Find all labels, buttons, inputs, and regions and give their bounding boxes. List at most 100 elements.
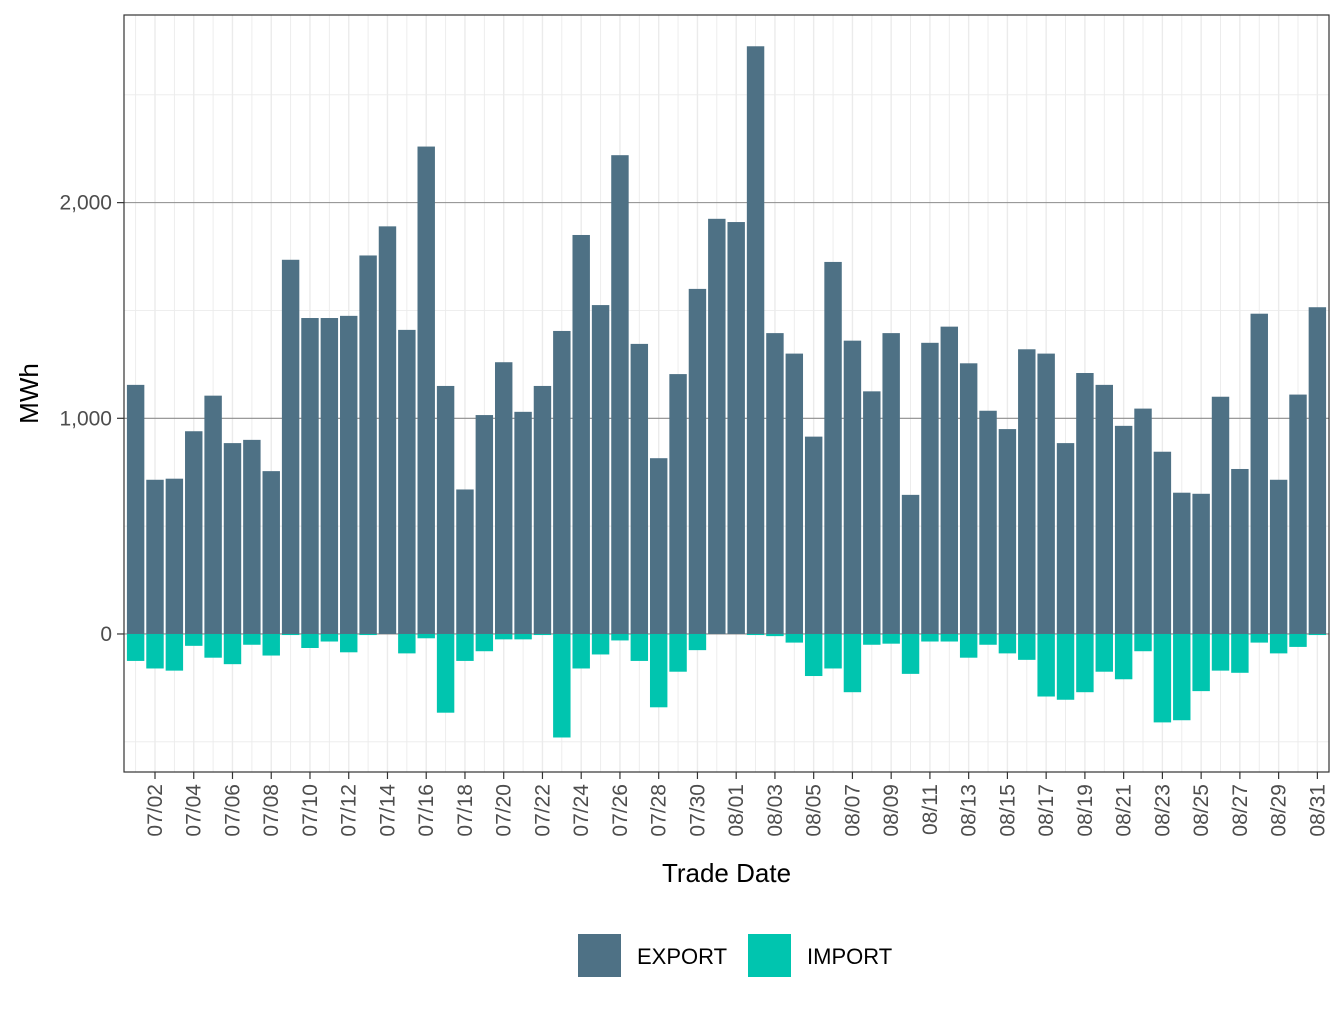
bar-export-08-17 bbox=[1037, 353, 1055, 634]
bar-import-07-01 bbox=[126, 633, 145, 661]
bar-export-08-05 bbox=[804, 436, 823, 634]
x-tick-label: 07/22 bbox=[531, 784, 554, 837]
bar-import-08-22 bbox=[1134, 633, 1152, 652]
bar-import-07-24 bbox=[572, 633, 590, 669]
x-tick-label: 07/08 bbox=[260, 784, 283, 837]
bar-export-08-27 bbox=[1231, 468, 1249, 634]
bar-import-07-21 bbox=[514, 633, 532, 640]
x-tick-label: 07/20 bbox=[493, 784, 516, 837]
bar-import-08-08 bbox=[863, 633, 881, 645]
bar-import-08-16 bbox=[1018, 633, 1036, 660]
bar-import-07-02 bbox=[146, 633, 164, 669]
bar-export-07-12 bbox=[340, 315, 358, 634]
bar-import-08-20 bbox=[1095, 633, 1113, 672]
x-tick-label: 08/17 bbox=[1035, 784, 1058, 837]
y-axis-title: MWh bbox=[14, 363, 44, 424]
bar-export-07-26 bbox=[611, 155, 629, 634]
bar-import-08-26 bbox=[1211, 633, 1230, 671]
bar-import-07-20 bbox=[494, 633, 513, 640]
bar-export-07-29 bbox=[669, 374, 687, 634]
bar-import-07-05 bbox=[204, 633, 222, 658]
bar-export-07-04 bbox=[185, 431, 203, 634]
bar-export-08-22 bbox=[1134, 408, 1152, 634]
bar-import-08-11 bbox=[921, 633, 939, 642]
x-tick-label: 08/09 bbox=[880, 784, 903, 837]
bar-export-08-04 bbox=[785, 353, 804, 634]
x-tick-label: 08/01 bbox=[725, 784, 748, 837]
bar-export-08-20 bbox=[1095, 384, 1113, 634]
bar-export-08-16 bbox=[1018, 349, 1036, 634]
legend-label-export: EXPORT bbox=[637, 944, 727, 969]
bar-export-07-18 bbox=[456, 489, 474, 634]
bar-import-07-08 bbox=[262, 633, 280, 656]
legend-label-import: IMPORT bbox=[807, 944, 892, 969]
bar-import-07-17 bbox=[436, 633, 455, 713]
x-tick-label: 08/25 bbox=[1190, 784, 1213, 837]
x-tick-label: 07/28 bbox=[648, 784, 671, 837]
x-tick-label: 07/14 bbox=[376, 784, 399, 837]
x-tick-label: 08/29 bbox=[1268, 784, 1291, 837]
x-tick-label: 08/07 bbox=[841, 784, 864, 837]
x-tick-label: 08/21 bbox=[1113, 784, 1136, 837]
bar-export-08-12 bbox=[940, 326, 959, 634]
x-tick-label: 08/23 bbox=[1151, 784, 1174, 837]
bar-export-08-23 bbox=[1153, 451, 1172, 634]
panel-border bbox=[123, 14, 1330, 773]
bar-import-07-04 bbox=[185, 633, 203, 646]
bar-import-08-23 bbox=[1153, 633, 1172, 723]
legend: EXPORT IMPORT bbox=[578, 934, 892, 977]
axes: 0 1,000 2,000 07/02 07/04 07/06 07/08 07/10 07/1… bbox=[59, 192, 1329, 837]
bar-export-08-02 bbox=[746, 46, 765, 634]
x-tick-label: 07/18 bbox=[454, 784, 477, 837]
bar-import-08-21 bbox=[1114, 633, 1133, 680]
bar-export-07-23 bbox=[553, 330, 571, 634]
bar-import-08-31 bbox=[1308, 633, 1327, 636]
bar-import-07-11 bbox=[320, 633, 339, 642]
bar-import-07-23 bbox=[553, 633, 571, 738]
bar-import-08-28 bbox=[1250, 633, 1268, 643]
bar-export-08-08 bbox=[863, 391, 881, 634]
bar-import-08-25 bbox=[1192, 633, 1210, 692]
bar-export-08-24 bbox=[1173, 492, 1191, 634]
bar-import-07-06 bbox=[223, 633, 242, 665]
bar-export-07-19 bbox=[475, 415, 494, 634]
bar-export-07-13 bbox=[359, 255, 377, 634]
bar-export-08-01 bbox=[727, 222, 745, 634]
x-tick-label: 08/15 bbox=[996, 784, 1019, 837]
bar-export-07-15 bbox=[398, 329, 416, 634]
bar-import-07-10 bbox=[301, 633, 319, 648]
bar-import-08-18 bbox=[1056, 633, 1075, 700]
bar-export-07-24 bbox=[572, 234, 590, 634]
bar-export-07-05 bbox=[204, 395, 222, 634]
bar-import-08-13 bbox=[959, 633, 978, 658]
bar-import-07-25 bbox=[591, 633, 610, 655]
bar-export-07-30 bbox=[688, 288, 707, 634]
bar-import-08-06 bbox=[824, 633, 842, 669]
bar-export-08-31 bbox=[1308, 307, 1327, 634]
bar-import-07-30 bbox=[688, 633, 707, 651]
legend-key-export bbox=[578, 934, 621, 977]
bar-import-07-18 bbox=[456, 633, 474, 661]
bar-import-08-09 bbox=[882, 633, 900, 644]
bar-export-07-08 bbox=[262, 471, 280, 634]
y-tick-label: 1,000 bbox=[59, 407, 112, 430]
x-tick-label: 08/31 bbox=[1306, 784, 1329, 837]
bar-export-08-13 bbox=[959, 363, 978, 634]
bar-import-07-26 bbox=[611, 633, 629, 641]
x-tick-label: 07/12 bbox=[338, 784, 361, 837]
bar-export-07-09 bbox=[281, 259, 300, 634]
bar-import-08-07 bbox=[843, 633, 862, 693]
y-tick-label: 2,000 bbox=[59, 192, 112, 215]
bar-import-08-14 bbox=[979, 633, 997, 645]
bar-export-08-30 bbox=[1289, 394, 1307, 634]
bar-import-08-29 bbox=[1269, 633, 1288, 654]
bar-export-08-11 bbox=[921, 342, 939, 634]
bar-export-07-31 bbox=[708, 218, 726, 634]
bar-import-08-03 bbox=[766, 633, 784, 637]
bar-export-07-02 bbox=[146, 479, 164, 634]
bar-import-08-30 bbox=[1289, 633, 1307, 647]
bar-export-07-17 bbox=[436, 385, 455, 634]
bar-import-07-29 bbox=[669, 633, 687, 672]
